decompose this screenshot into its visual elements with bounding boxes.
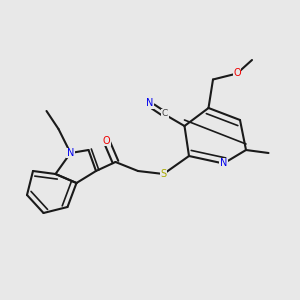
Text: N: N [220, 158, 227, 169]
Text: O: O [233, 68, 241, 79]
Text: S: S [160, 169, 166, 179]
Text: C: C [162, 110, 168, 118]
Text: N: N [67, 148, 74, 158]
Text: O: O [103, 136, 110, 146]
Text: N: N [146, 98, 154, 109]
